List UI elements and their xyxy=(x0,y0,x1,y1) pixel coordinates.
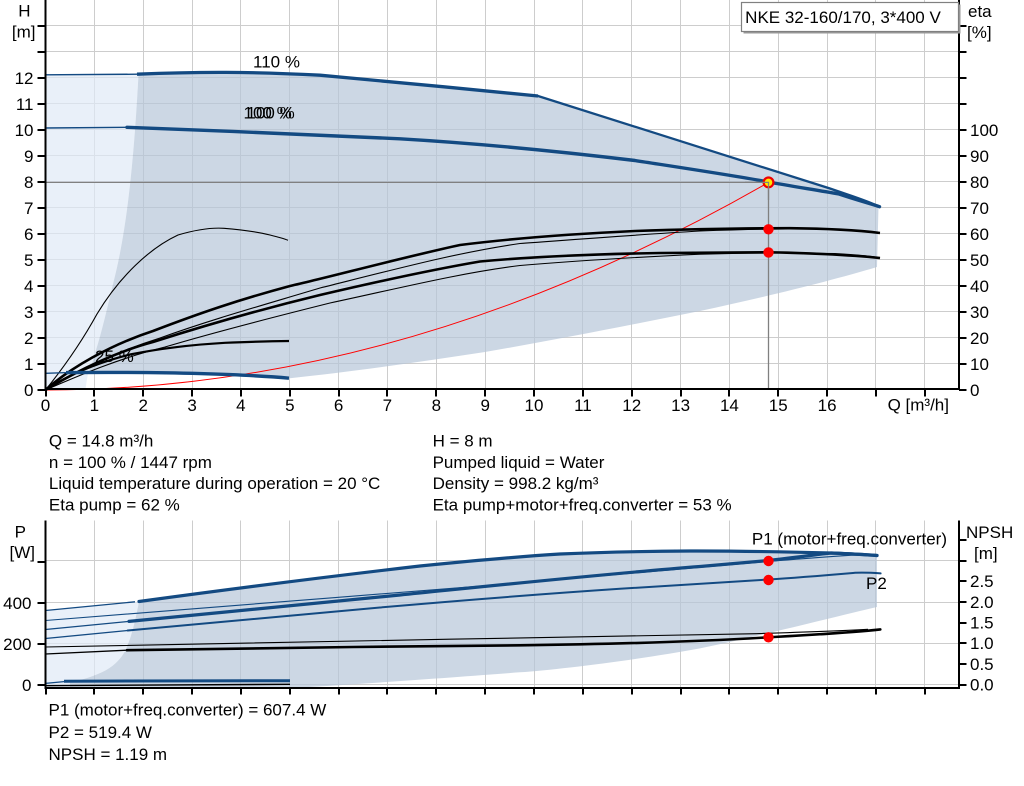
svg-text:90: 90 xyxy=(970,147,989,166)
svg-text:12: 12 xyxy=(622,396,641,415)
svg-text:0.0: 0.0 xyxy=(970,676,994,695)
svg-text:9: 9 xyxy=(480,396,489,415)
svg-text:2.5: 2.5 xyxy=(970,572,994,591)
svg-text:0: 0 xyxy=(970,381,979,400)
svg-text:20: 20 xyxy=(970,329,989,348)
svg-text:80: 80 xyxy=(970,173,989,192)
svg-text:15: 15 xyxy=(769,396,788,415)
svg-text:NKE 32-160/170, 3*400 V: NKE 32-160/170, 3*400 V xyxy=(745,8,941,27)
svg-text:4: 4 xyxy=(236,396,245,415)
svg-text:11: 11 xyxy=(574,396,592,415)
svg-text:Density = 998.2 kg/m³: Density = 998.2 kg/m³ xyxy=(433,474,599,493)
svg-text:60: 60 xyxy=(970,225,989,244)
svg-text:70: 70 xyxy=(970,199,989,218)
svg-text:4: 4 xyxy=(24,277,33,296)
svg-text:8: 8 xyxy=(24,173,33,192)
svg-text:P2: P2 xyxy=(866,574,887,593)
svg-text:14: 14 xyxy=(720,396,739,415)
svg-text:H: H xyxy=(18,2,30,21)
svg-text:[m]: [m] xyxy=(12,23,36,42)
svg-text:Q = 14.8 m³/h: Q = 14.8 m³/h xyxy=(49,432,153,451)
svg-text:400: 400 xyxy=(3,594,31,613)
svg-text:2.0: 2.0 xyxy=(970,593,994,612)
svg-text:7: 7 xyxy=(383,396,392,415)
svg-text:100 %: 100 % xyxy=(247,104,295,123)
svg-text:8: 8 xyxy=(432,396,441,415)
svg-text:Eta pump+motor+freq.converter: Eta pump+motor+freq.converter = 53 % xyxy=(433,495,732,514)
svg-text:10: 10 xyxy=(525,396,544,415)
svg-text:10: 10 xyxy=(15,121,34,140)
svg-text:eta: eta xyxy=(968,2,992,21)
svg-text:2: 2 xyxy=(24,329,33,348)
svg-text:NPSH: NPSH xyxy=(966,523,1013,542)
svg-text:0: 0 xyxy=(22,676,31,695)
svg-text:1.5: 1.5 xyxy=(970,614,994,633)
svg-text:6: 6 xyxy=(334,396,343,415)
svg-text:1: 1 xyxy=(90,396,99,415)
svg-text:100: 100 xyxy=(970,121,998,140)
svg-text:Eta pump = 62 %: Eta pump = 62 % xyxy=(49,495,180,514)
svg-text:11: 11 xyxy=(16,95,34,114)
svg-text:9: 9 xyxy=(24,147,33,166)
svg-text:50: 50 xyxy=(970,251,989,270)
svg-text:NPSH = 1.19 m: NPSH = 1.19 m xyxy=(49,745,168,764)
svg-text:16: 16 xyxy=(818,396,837,415)
svg-text:30: 30 xyxy=(970,303,989,322)
svg-text:P1 (motor+freq.converter): P1 (motor+freq.converter) xyxy=(752,530,947,549)
svg-text:P: P xyxy=(15,523,26,542)
svg-text:P1 (motor+freq.converter) = 60: P1 (motor+freq.converter) = 607.4 W xyxy=(49,700,327,719)
svg-text:6: 6 xyxy=(24,225,33,244)
svg-text:100 %: 100 % xyxy=(244,104,292,123)
svg-text:200: 200 xyxy=(3,635,31,654)
svg-text:1.0: 1.0 xyxy=(970,634,994,653)
svg-text:3: 3 xyxy=(187,396,196,415)
svg-text:Pumped liquid = Water: Pumped liquid = Water xyxy=(433,453,605,472)
svg-text:5: 5 xyxy=(285,396,294,415)
svg-text:H = 8 m: H = 8 m xyxy=(433,432,493,451)
svg-text:[%]: [%] xyxy=(967,23,992,42)
svg-text:[W]: [W] xyxy=(10,543,36,562)
svg-text:40: 40 xyxy=(970,277,989,296)
svg-text:1: 1 xyxy=(24,355,33,374)
svg-text:3: 3 xyxy=(24,303,33,322)
svg-text:n = 100 % / 1447 rpm: n = 100 % / 1447 rpm xyxy=(49,453,212,472)
svg-text:10: 10 xyxy=(970,355,989,374)
svg-text:0.5: 0.5 xyxy=(970,655,994,674)
svg-text:110 %: 110 % xyxy=(253,53,300,72)
svg-text:[m]: [m] xyxy=(974,544,998,563)
svg-text:Liquid temperature during oper: Liquid temperature during operation = 20… xyxy=(49,474,380,493)
svg-text:7: 7 xyxy=(24,199,33,218)
svg-text:0: 0 xyxy=(41,396,50,415)
svg-text:25 %: 25 % xyxy=(95,347,134,366)
svg-text:P2 = 519.4 W: P2 = 519.4 W xyxy=(49,723,152,742)
svg-text:Q [m³/h]: Q [m³/h] xyxy=(888,396,949,415)
svg-text:2: 2 xyxy=(138,396,147,415)
svg-text:5: 5 xyxy=(24,251,33,270)
svg-text:0: 0 xyxy=(24,381,33,400)
svg-text:12: 12 xyxy=(15,69,34,88)
svg-text:13: 13 xyxy=(671,396,690,415)
